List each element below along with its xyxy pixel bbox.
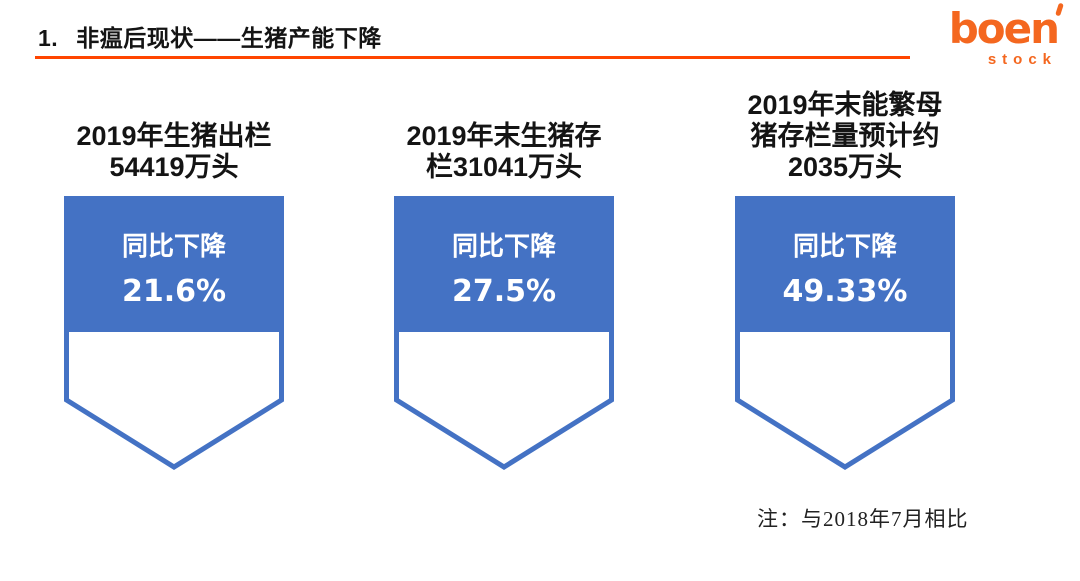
heading-line: 2019年末生猪存 [406, 121, 602, 151]
pennant-banner-1: 同比下降 21.6% [64, 196, 284, 476]
heading-line: 2019年生猪出栏 [76, 121, 272, 151]
stat-heading-2: 2019年末生猪存 栏31041万头 [354, 121, 654, 183]
stat-heading-3: 2019年末能繁母 猪存栏量预计约 2035万头 [695, 90, 995, 183]
title-number: 1. [38, 25, 59, 51]
banner-label: 同比下降 [451, 231, 556, 261]
banner-value: 21.6% [121, 274, 227, 309]
logo-subtext: stock [987, 51, 1057, 68]
pennant-shape [394, 196, 614, 470]
pennant-shape [735, 196, 955, 470]
stat-heading-1: 2019年生猪出栏 54419万头 [24, 121, 324, 183]
heading-line: 猪存栏量预计约 [750, 121, 940, 151]
banner-value: 49.33% [782, 274, 908, 309]
page-title: 1. 非瘟后现状——生猪产能下降 [38, 19, 382, 53]
heading-line: 2019年末能繁母 [747, 90, 943, 120]
heading-line: 54419万头 [109, 152, 239, 182]
footnote: 注：与2018年7月相比 [757, 507, 969, 531]
banner-label: 同比下降 [792, 231, 897, 261]
pennant-banner-3: 同比下降 49.33% [735, 196, 955, 476]
heading-line: 栏31041万头 [425, 152, 583, 182]
banner-value: 27.5% [451, 274, 557, 309]
logo-wordmark: boen [949, 2, 1064, 50]
brand-logo: boen stock [928, 2, 1064, 68]
pennant-shape [64, 196, 284, 470]
logo-name: boen [948, 4, 1060, 53]
pennant-banner-2: 同比下降 27.5% [394, 196, 614, 476]
accent-underline [35, 56, 910, 59]
banner-label: 同比下降 [121, 231, 226, 261]
title-text: 非瘟后现状——生猪产能下降 [76, 25, 382, 51]
heading-line: 2035万头 [787, 152, 903, 182]
